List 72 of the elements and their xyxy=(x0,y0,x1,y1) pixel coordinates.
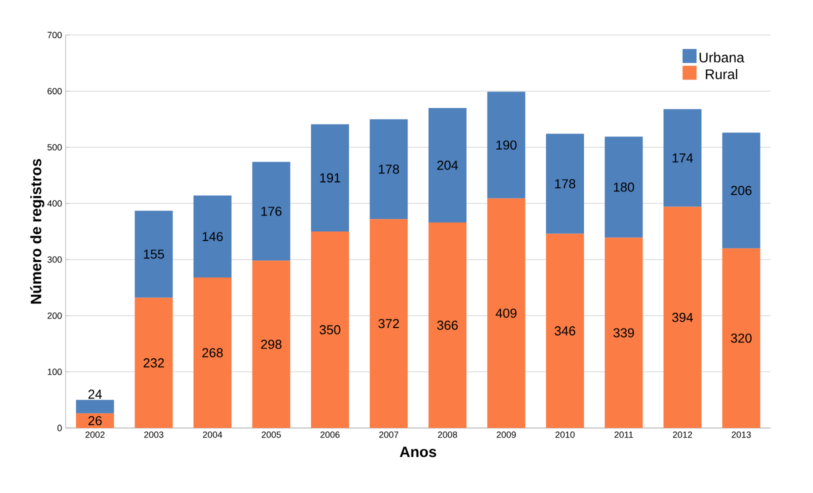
y-tick-label: 300 xyxy=(47,256,62,263)
data-label: 320 xyxy=(730,334,752,343)
x-tick-label: 2004 xyxy=(202,432,222,438)
x-tick-label: 2005 xyxy=(262,432,281,438)
data-label: 178 xyxy=(555,179,576,188)
bar xyxy=(194,278,232,428)
legend-label: Rural xyxy=(706,68,738,80)
data-label: 232 xyxy=(144,358,164,368)
bar xyxy=(428,222,467,428)
bar xyxy=(428,108,467,223)
y-axis-title: Número de registros xyxy=(30,159,44,304)
bar xyxy=(252,162,290,261)
data-label: 24 xyxy=(88,390,102,399)
bar xyxy=(194,196,232,278)
bar xyxy=(664,109,702,207)
bar xyxy=(76,413,114,428)
x-tick-label: 2008 xyxy=(438,432,458,438)
bar xyxy=(134,298,173,428)
data-label: 190 xyxy=(496,140,517,150)
x-tick-label: 2002 xyxy=(85,432,105,438)
y-tick-label: 600 xyxy=(48,88,62,94)
bar xyxy=(252,260,290,428)
data-label: 206 xyxy=(731,186,752,196)
bar xyxy=(604,136,643,238)
data-label: 155 xyxy=(144,250,164,259)
data-label: 26 xyxy=(88,416,102,426)
bar xyxy=(76,400,114,414)
x-axis-title: Anos xyxy=(400,446,436,458)
data-label: 178 xyxy=(378,164,399,174)
x-tick-label: 2010 xyxy=(555,432,575,438)
bar xyxy=(546,134,584,234)
y-tick-label: 200 xyxy=(48,312,62,319)
bar xyxy=(722,248,760,428)
x-tick-label: 2009 xyxy=(496,432,516,438)
y-tick-label: 0 xyxy=(57,424,62,432)
data-label: 146 xyxy=(202,232,223,242)
data-label: 268 xyxy=(202,348,223,358)
data-label: 350 xyxy=(320,325,340,334)
y-tick-label: 400 xyxy=(47,200,62,207)
y-tick-label: 500 xyxy=(48,144,62,150)
data-label: 394 xyxy=(672,312,693,322)
x-tick-label: 2011 xyxy=(614,432,633,438)
x-tick-label: 2006 xyxy=(320,432,340,438)
bar xyxy=(722,132,760,248)
data-label: 204 xyxy=(437,160,458,170)
bar xyxy=(664,206,702,428)
bar xyxy=(370,119,408,220)
data-label: 409 xyxy=(496,308,516,318)
x-tick-label: 2003 xyxy=(144,432,164,438)
y-tick-label: 700 xyxy=(48,32,62,38)
bar xyxy=(546,234,584,428)
bar xyxy=(487,198,526,428)
bar xyxy=(134,210,173,298)
x-tick-label: 2013 xyxy=(732,432,751,438)
legend-label: Urbana xyxy=(700,52,744,62)
bar xyxy=(311,231,350,428)
bar xyxy=(370,219,408,428)
bar xyxy=(604,238,643,428)
data-label: 180 xyxy=(614,182,634,192)
data-label: 174 xyxy=(672,153,693,162)
data-label: 339 xyxy=(613,328,634,338)
data-label: 346 xyxy=(554,326,576,336)
data-label: 298 xyxy=(261,340,282,349)
data-label: 366 xyxy=(437,320,458,330)
data-label: 191 xyxy=(320,173,340,182)
x-tick-label: 2007 xyxy=(379,432,398,438)
y-tick-label: 100 xyxy=(48,368,62,376)
data-label: 176 xyxy=(261,206,282,216)
x-tick-label: 2012 xyxy=(672,432,692,438)
bar xyxy=(311,124,350,232)
data-label: 372 xyxy=(378,318,399,328)
bar xyxy=(487,92,526,198)
